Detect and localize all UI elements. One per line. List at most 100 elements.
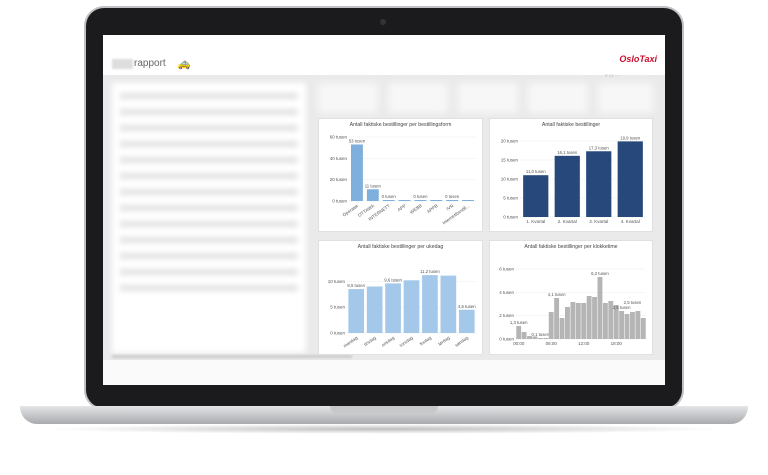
bar[interactable] — [430, 200, 443, 201]
bar[interactable] — [385, 283, 401, 333]
y-tick-label: 10 tusen — [501, 177, 519, 182]
bar[interactable] — [640, 318, 646, 339]
bar[interactable] — [440, 275, 457, 333]
data-label: 6,2 tusen — [591, 271, 609, 276]
data-label: 0 tusen — [445, 194, 460, 199]
x-tick-label: IVR — [445, 203, 455, 212]
bar[interactable] — [617, 141, 643, 217]
x-tick-label: søndag — [454, 335, 470, 348]
oslotaxi-logo: OsloTaxi — [619, 54, 657, 64]
data-label: 0 tusen — [413, 194, 428, 199]
bar[interactable] — [458, 309, 475, 333]
data-label: 19,9 tusen — [620, 135, 641, 140]
bar[interactable] — [581, 303, 587, 339]
y-tick-label: 6 tusen — [499, 267, 514, 272]
x-tick-label: APPB — [426, 203, 439, 214]
bar[interactable] — [554, 298, 560, 339]
x-tick-label: torsdag — [399, 335, 415, 348]
bar[interactable] — [619, 311, 625, 339]
bar[interactable] — [366, 286, 383, 334]
data-label: 2,5 tusen — [613, 305, 631, 310]
bar[interactable] — [366, 189, 379, 201]
data-label: 4,1 tusen — [548, 292, 566, 297]
bar[interactable] — [527, 336, 532, 339]
bar[interactable] — [403, 280, 420, 333]
blurred-title — [112, 59, 133, 69]
bar[interactable] — [543, 338, 549, 339]
bar[interactable] — [586, 296, 592, 339]
chart-kvartal: Antall faktiske bestillinger 0 tusen 5 tus… — [489, 118, 653, 232]
x-tick-label: 1. Kvartal — [526, 219, 545, 224]
bar[interactable] — [613, 305, 619, 339]
x-tick-label: onsdag — [380, 335, 395, 348]
y-tick-label: 10 tusen — [328, 279, 346, 284]
scrollbar[interactable] — [112, 355, 352, 358]
y-tick-label: 0 tusen — [499, 337, 514, 342]
data-label: 0 tusen — [382, 194, 397, 199]
report-header: rapport 🚕 OsloTaxi — [103, 35, 665, 75]
bar[interactable] — [521, 332, 527, 339]
visual-toolbar[interactable]: ▿ ▭ ⋯ — [604, 73, 620, 79]
x-tick-label: 4. Kvartal — [621, 219, 640, 224]
bar[interactable] — [630, 312, 635, 339]
bar[interactable] — [422, 275, 438, 333]
blurred-card — [388, 83, 448, 113]
y-tick-label: 40 tusen — [330, 156, 348, 161]
bar[interactable] — [586, 151, 612, 217]
x-tick-label: WEBB — [409, 203, 423, 215]
chart-svg: 0 tusen 2 tusen 4 tusen 6 tusen 1,3 tusen 00:… — [499, 267, 646, 346]
bar[interactable] — [537, 338, 543, 339]
data-label: 8,5 tusen — [347, 283, 365, 288]
y-tick-label: 20 tusen — [501, 139, 519, 144]
bar[interactable] — [462, 200, 475, 201]
x-tick-label: 06:00 — [546, 341, 558, 346]
data-label: 0,1 tusen — [532, 332, 550, 337]
bar[interactable] — [602, 303, 608, 339]
bar[interactable] — [532, 336, 538, 340]
page-title: rapport — [134, 58, 166, 69]
data-label: 9,6 tusen — [384, 277, 402, 282]
bar[interactable] — [350, 144, 363, 201]
data-label: 1,3 tusen — [510, 320, 528, 325]
screen: rapport 🚕 OsloTaxi ▿ ▭ ⋯ Antall faktiske… — [103, 35, 665, 385]
bar[interactable] — [559, 318, 565, 339]
bar[interactable] — [608, 301, 614, 339]
bar[interactable] — [597, 277, 603, 339]
y-tick-label: 5 tusen — [503, 196, 518, 201]
blurred-card — [528, 83, 588, 113]
chart-title: Antall faktiske bestillinger per bestill… — [349, 122, 452, 128]
x-tick-label: fredag — [419, 335, 433, 347]
bar[interactable] — [382, 200, 395, 201]
bar[interactable] — [398, 200, 411, 201]
bar[interactable] — [348, 289, 365, 333]
bar[interactable] — [575, 303, 581, 339]
laptop-shadow — [40, 424, 728, 434]
x-tick-label: 12:00 — [578, 341, 590, 346]
bar[interactable] — [624, 314, 630, 339]
chart-title: Antall faktiske bestillinger per ukedag — [357, 244, 444, 250]
blurred-card — [458, 83, 518, 113]
bar[interactable] — [414, 200, 427, 201]
bar[interactable] — [446, 200, 459, 201]
bar[interactable] — [516, 326, 522, 339]
data-label: 11,0 tusen — [526, 169, 546, 174]
bar[interactable] — [548, 312, 554, 339]
data-label: 11 tusen — [365, 183, 382, 188]
x-tick-label: tirsdag — [363, 335, 377, 347]
bar[interactable] — [592, 297, 597, 339]
bar[interactable] — [554, 155, 580, 217]
x-tick-label: 2. Kvartal — [558, 219, 577, 224]
bar[interactable] — [565, 307, 570, 339]
bar[interactable] — [635, 311, 641, 339]
data-label: 2,5 tusen — [624, 300, 642, 305]
bar[interactable] — [570, 302, 576, 339]
x-tick-label: APP — [397, 203, 407, 212]
camera — [380, 19, 386, 25]
x-tick-label: lørdag — [437, 335, 451, 347]
bar[interactable] — [523, 175, 549, 217]
chart-klokketime: Antall faktiske bestillinger per klokket… — [489, 240, 653, 355]
chart-bestillingsform: Antall faktiske bestillinger per bestill… — [318, 118, 483, 232]
y-tick-label: 0 tusen — [332, 199, 347, 204]
x-tick-label: 18:00 — [611, 341, 623, 346]
